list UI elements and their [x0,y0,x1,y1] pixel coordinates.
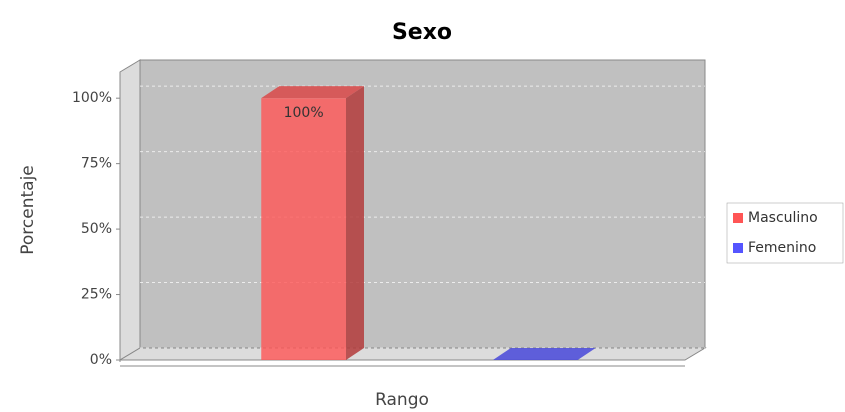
legend-swatch [733,213,743,223]
legend-label: Masculino [748,210,818,226]
legend-swatch [733,243,743,253]
bar-top [261,86,364,99]
bar: 100% [261,86,364,360]
y-tick-label: 50% [81,221,112,237]
y-axis-label: Porcentaje [18,165,38,255]
y-tick-label: 75% [81,156,112,172]
y-tick-label: 100% [72,90,112,106]
bar-side [346,86,364,360]
data-label: 100% [284,105,324,121]
legend-label: Femenino [748,240,816,256]
chart-title: Sexo [392,20,452,45]
legend-box [726,202,844,264]
x-axis-label: Rango [375,390,429,410]
floor [118,347,707,361]
back-wall [139,59,706,349]
bar-front [261,98,346,360]
side-wall [119,59,141,361]
y-tick-label: 0% [90,352,112,368]
y-tick-label: 25% [81,287,112,303]
bar-top [492,348,596,360]
bar [492,348,596,360]
